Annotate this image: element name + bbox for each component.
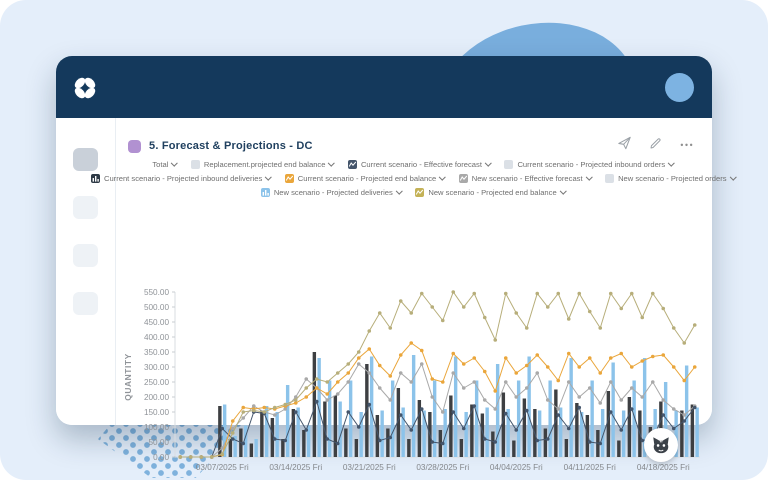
app-logo-icon <box>74 77 96 99</box>
filter-chip-label: Total <box>152 160 169 169</box>
filter-chip[interactable]: New scenario - Projected deliveries <box>260 187 403 197</box>
svg-text:250.00: 250.00 <box>144 378 169 387</box>
legend-row: Current scenario - Projected inbound del… <box>90 173 736 183</box>
svg-text:0.00: 0.00 <box>153 453 169 462</box>
filter-chip[interactable]: Current scenario - Projected inbound del… <box>90 173 272 183</box>
chevron-down-icon <box>439 173 446 181</box>
sidebar-item-1[interactable] <box>73 148 98 171</box>
chevron-down-icon <box>585 173 593 181</box>
send-icon[interactable] <box>617 136 632 150</box>
sidebar-item-2[interactable] <box>73 196 98 219</box>
legend-row: New scenario - Projected deliveries New s… <box>116 187 710 197</box>
app-body: 5. Forecast & Projections - DC <box>56 118 736 472</box>
svg-text:550.00: 550.00 <box>144 288 169 297</box>
svg-text:03/21/2025 Fri: 03/21/2025 Fri <box>343 463 396 472</box>
app-window: 5. Forecast & Projections - DC <box>56 56 736 472</box>
svg-text:50.00: 50.00 <box>149 438 170 447</box>
report-color-swatch <box>128 139 141 153</box>
svg-text:350.00: 350.00 <box>144 348 169 357</box>
svg-text:QUANTITY: QUANTITY <box>123 353 133 401</box>
line-series-icon <box>347 160 357 169</box>
line-series-icon <box>415 188 425 197</box>
checkbox-icon <box>605 174 615 183</box>
filter-chip[interactable]: New scenario - Projected end balance <box>415 187 567 197</box>
bar-series-icon <box>90 174 100 183</box>
svg-text:150.00: 150.00 <box>144 408 169 417</box>
svg-text:04/18/2025 Fri: 04/18/2025 Fri <box>637 463 690 472</box>
filter-chip[interactable]: Current scenario - Effective forecast <box>347 159 492 169</box>
chevron-down-icon <box>395 187 403 195</box>
toolbar <box>617 136 694 150</box>
chevron-down-icon <box>668 159 675 167</box>
filter-chip[interactable]: Current scenario - Projected inbound ord… <box>504 159 675 169</box>
filter-chip-label: New scenario - Projected deliveries <box>273 188 393 197</box>
filter-chip[interactable]: Current scenario - Projected end balance <box>284 173 446 183</box>
filter-chip[interactable]: New scenario - Effective forecast <box>458 173 593 183</box>
bar-series-icon <box>260 188 270 197</box>
more-options-icon[interactable] <box>679 137 694 150</box>
filter-chip-label: Current scenario - Projected inbound del… <box>103 174 263 183</box>
sidebar <box>56 118 116 425</box>
app-header <box>56 56 712 118</box>
line-series-icon <box>284 174 294 183</box>
chevron-down-icon <box>265 173 272 181</box>
report-title-row: 5. Forecast & Projections - DC <box>128 138 313 154</box>
filter-chip-label: New scenario - Effective forecast <box>471 174 583 183</box>
checkbox-icon <box>190 160 200 169</box>
chevron-down-icon <box>328 159 335 167</box>
sidebar-item-4[interactable] <box>73 292 98 315</box>
filter-chip-label: Current scenario - Effective forecast <box>360 160 482 169</box>
svg-text:04/11/2025 Fri: 04/11/2025 Fri <box>564 463 616 472</box>
svg-text:500.00: 500.00 <box>144 303 169 312</box>
svg-text:300.00: 300.00 <box>144 363 169 372</box>
svg-text:100.00: 100.00 <box>144 423 169 432</box>
page-title: 5. Forecast & Projections - DC <box>149 140 313 152</box>
legend-row: Total Replacement.projected end balance Cu… <box>116 159 710 169</box>
filter-chip-label: Current scenario - Projected end balance <box>297 174 437 183</box>
filter-chip-label: Current scenario - Projected inbound ord… <box>517 160 666 169</box>
chevron-down-icon <box>559 187 567 195</box>
svg-text:200.00: 200.00 <box>144 393 169 402</box>
svg-text:03/28/2025 Fri: 03/28/2025 Fri <box>416 463 469 472</box>
chevron-down-icon <box>485 159 492 167</box>
filter-chip[interactable]: New scenario - Projected orders <box>605 173 736 183</box>
filter-chip-label: New scenario - Projected end balance <box>428 188 557 197</box>
user-avatar[interactable] <box>665 73 694 102</box>
cat-badge-icon <box>644 428 678 462</box>
chevron-down-icon <box>729 173 736 181</box>
filter-legend: Total Replacement.projected end balance Cu… <box>90 159 736 197</box>
filter-chip[interactable]: Total <box>152 159 178 169</box>
svg-text:450.00: 450.00 <box>144 318 169 327</box>
filter-chip-label: New scenario - Projected orders <box>618 174 727 183</box>
chart-area[interactable]: 0.00 50.00 100.00 150.00 200.00 250.00 300.00 3… <box>116 281 708 480</box>
svg-text:03/07/2025 Fri: 03/07/2025 Fri <box>196 463 249 472</box>
line-series-icon <box>458 174 468 183</box>
edit-icon[interactable] <box>649 137 662 150</box>
svg-text:04/04/2025 Fri: 04/04/2025 Fri <box>490 463 543 472</box>
svg-text:400.00: 400.00 <box>144 333 169 342</box>
svg-text:03/14/2025 Fri: 03/14/2025 Fri <box>269 463 322 472</box>
sidebar-item-3[interactable] <box>73 244 98 267</box>
chevron-down-icon <box>171 159 178 167</box>
filter-chip[interactable]: Replacement.projected end balance <box>190 159 335 169</box>
checkbox-icon <box>504 160 514 169</box>
filter-chip-label: Replacement.projected end balance <box>203 160 326 169</box>
forecast-chart[interactable]: 0.00 50.00 100.00 150.00 200.00 250.00 300.00 3… <box>116 281 708 480</box>
